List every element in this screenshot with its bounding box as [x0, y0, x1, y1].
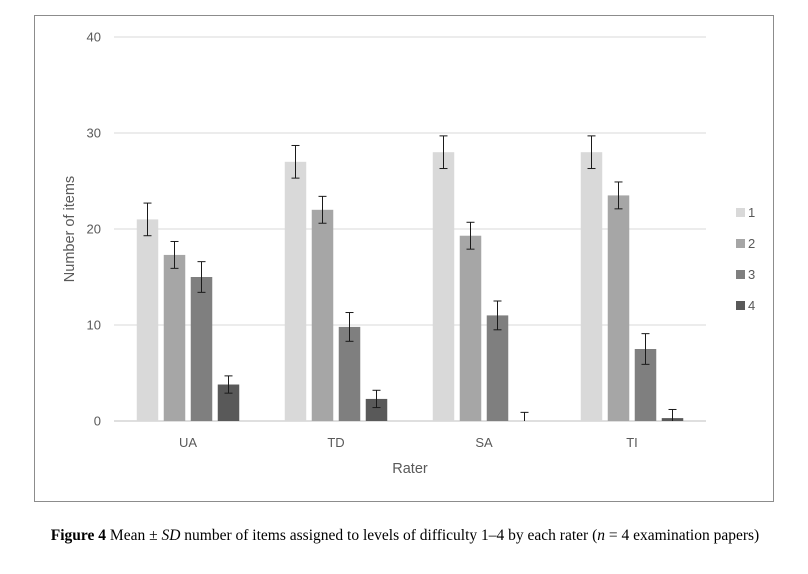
- legend-label: 1: [748, 205, 755, 220]
- caption-n: n: [597, 527, 605, 544]
- bar: [163, 254, 186, 421]
- bar: [365, 398, 388, 421]
- caption-text-after: = 4 examination papers): [604, 527, 760, 544]
- legend-label: 4: [748, 298, 755, 313]
- y-tick-label: 30: [87, 126, 101, 141]
- bar: [459, 235, 482, 421]
- caption-label: Figure 4: [50, 527, 107, 544]
- y-tick-label: 40: [87, 30, 101, 45]
- legend-swatch: [736, 239, 745, 248]
- legend-label: 3: [748, 267, 755, 282]
- x-tick-label: TD: [327, 435, 344, 450]
- y-tick-label: 20: [87, 222, 101, 237]
- bar: [136, 219, 159, 421]
- x-axis-title: Rater: [392, 461, 428, 477]
- bar: [486, 315, 509, 421]
- caption-text-middle: number of items assigned to levels of di…: [180, 527, 598, 544]
- bar: [607, 195, 630, 421]
- x-tick-label: TI: [626, 435, 638, 450]
- y-tick-label: 10: [87, 318, 101, 333]
- bar: [432, 152, 455, 421]
- bar: [580, 152, 603, 421]
- legend-label: 2: [748, 236, 755, 251]
- legend-swatch: [736, 270, 745, 279]
- legend-swatch: [736, 301, 745, 310]
- x-tick-label: SA: [475, 435, 493, 450]
- bar: [190, 277, 213, 421]
- caption-text-before: Mean ±: [106, 527, 162, 544]
- figure-caption: Figure 4 Mean ± SD number of items assig…: [10, 526, 800, 546]
- bar: [284, 161, 307, 422]
- y-tick-label: 0: [94, 414, 101, 429]
- y-axis-title: Number of items: [62, 176, 78, 282]
- bar: [217, 384, 240, 421]
- bar: [338, 326, 361, 421]
- caption-sd: SD: [161, 527, 181, 544]
- bar: [634, 349, 657, 421]
- x-tick-label: UA: [179, 435, 197, 450]
- legend-swatch: [736, 208, 745, 217]
- bar: [311, 209, 334, 421]
